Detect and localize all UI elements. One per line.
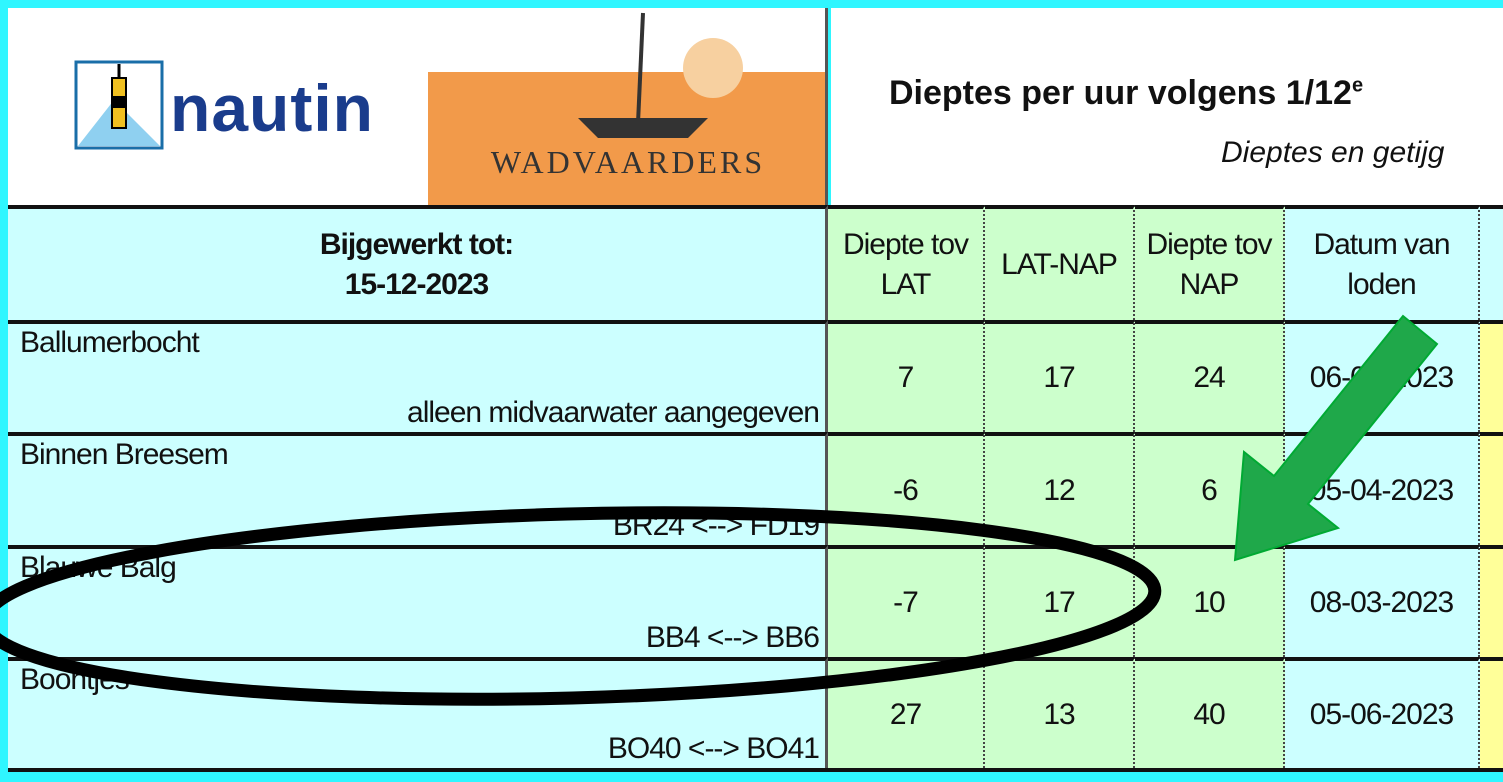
spreadsheet-screenshot: nautin WADVAARDERS Dieptes per uur volge… xyxy=(0,0,1503,782)
annotation-layer xyxy=(0,0,1503,782)
arrow xyxy=(1235,316,1437,560)
highlight-ellipse xyxy=(0,499,1157,714)
